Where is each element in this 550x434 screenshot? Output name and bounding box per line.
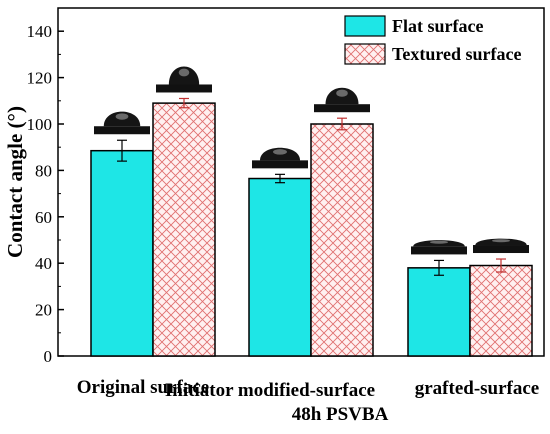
x-category-label: Initiator modified-surface xyxy=(165,380,375,401)
bars-group xyxy=(90,97,533,357)
y-tick-label: 80 xyxy=(35,161,52,180)
x-category-label: Original surface xyxy=(77,377,209,398)
textured-bar xyxy=(152,102,216,357)
droplet-icon xyxy=(411,240,467,255)
textured-bar xyxy=(469,264,533,357)
y-tick-label: 120 xyxy=(27,69,53,88)
y-tick-label: 40 xyxy=(35,254,52,273)
y-tick-label: 100 xyxy=(27,115,53,134)
legend-swatch xyxy=(344,43,386,65)
flat-bar xyxy=(407,267,471,357)
y-axis: 0 20 40 60 80 100 120 140 xyxy=(27,22,64,366)
droplet-icon xyxy=(314,87,370,113)
y-tick-label: 60 xyxy=(35,208,52,227)
droplet-icon xyxy=(94,111,150,135)
x-category-label: 48h PSVBA xyxy=(292,404,389,425)
flat-bar xyxy=(248,177,312,357)
droplet-images xyxy=(94,66,529,255)
legend-label: Textured surface xyxy=(392,44,522,64)
flat-bar xyxy=(90,149,154,357)
y-tick-label: 20 xyxy=(35,301,52,320)
legend: Flat surface Textured surface xyxy=(344,15,522,65)
legend-swatch xyxy=(344,15,386,37)
legend-label: Flat surface xyxy=(392,16,483,36)
y-tick-label: 0 xyxy=(44,347,53,366)
droplet-icon xyxy=(252,147,308,169)
y-tick-label: 140 xyxy=(27,22,53,41)
y-axis-title: Contact angle (°) xyxy=(3,106,27,258)
x-category-label: grafted-surface xyxy=(415,378,540,399)
droplet-icon xyxy=(156,66,212,93)
textured-bar xyxy=(310,123,374,357)
droplet-icon xyxy=(473,238,529,254)
